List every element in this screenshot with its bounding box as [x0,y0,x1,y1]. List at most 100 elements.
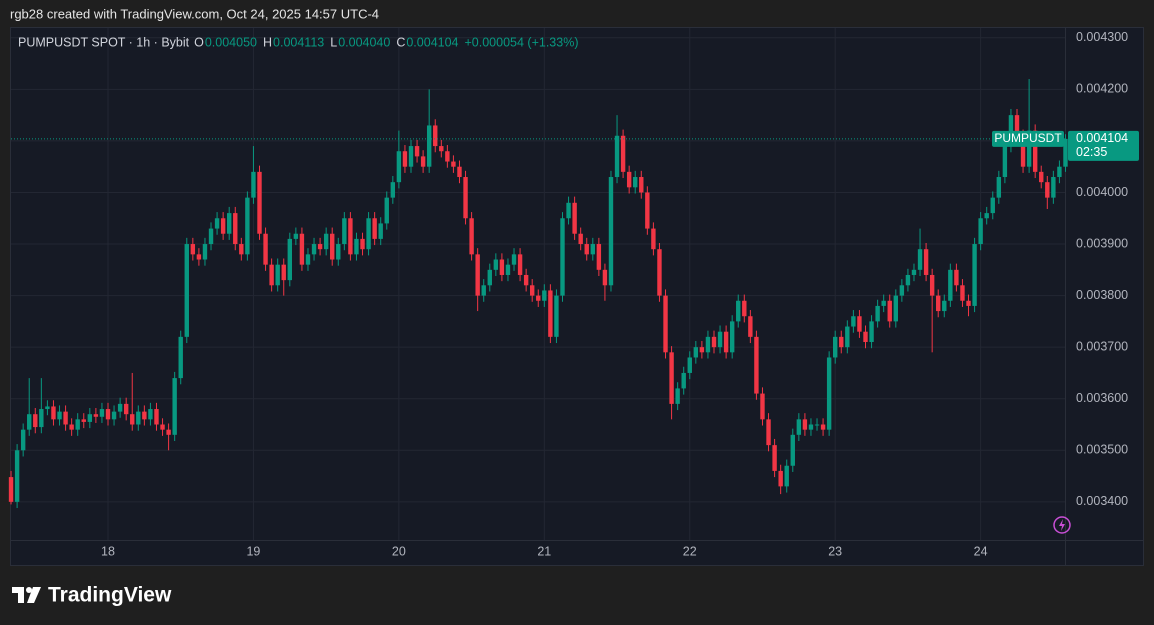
candle-body [190,244,196,255]
candle-body [772,445,777,471]
candle-body [584,244,589,255]
candle-body [257,171,262,234]
candle-body [214,218,220,229]
candle-body [178,336,183,379]
candle-body [554,295,559,337]
candle-body [505,264,511,275]
price-tag: 0.004104 [1076,131,1128,145]
candle-body [154,409,159,425]
candle-body [493,259,499,270]
candle-body [620,135,626,172]
candle-body [99,409,105,417]
candle-body [348,218,353,255]
candle-body [311,244,317,255]
y-tick-label: 0.004200 [1076,82,1128,96]
candle-body [330,233,335,260]
y-tick-label: 0.003600 [1076,391,1128,405]
candle-body [227,213,232,234]
candle-body [990,197,995,214]
candle-body [336,244,341,260]
candle-body [802,419,808,430]
candle-body [33,414,38,428]
candle-body [839,336,844,348]
price-tag-bg [1068,130,1139,161]
candle-body [93,414,99,417]
candle-body [542,290,547,301]
candle-body [384,197,389,224]
candle-body [960,285,965,301]
candle-body [869,321,874,343]
legend-key: L [330,35,337,49]
candle-body [754,336,759,394]
candle-body [1014,115,1020,136]
candle-body [820,424,826,430]
x-tick-label: 23 [828,544,842,558]
candle-body [457,166,462,178]
candle-body [142,411,147,420]
candle-body [305,254,311,265]
price-countdown: 02:35 [1076,145,1107,159]
candle-body [123,403,129,415]
candle-body [275,264,280,286]
candle-body [833,336,838,358]
candle-body [578,233,583,245]
candle-body [760,393,765,420]
candle-body [790,434,795,466]
candle-body [233,213,238,245]
candle-body [14,450,20,502]
alert-bolt [1059,519,1065,531]
candle-body [536,295,541,301]
candle-body [396,151,402,183]
candle-body [402,151,408,167]
candle-body [887,300,892,322]
chart-pane [10,27,1144,566]
legend-value: 0.004113 [273,35,324,49]
candle-body [1020,135,1026,167]
candle-body [81,419,86,422]
candle-body [851,316,856,327]
candle-body [293,233,299,239]
x-tick-label: 19 [246,544,260,558]
candle-body [1063,138,1068,167]
candle-body [936,295,941,312]
candle-body [366,218,371,250]
candle-body [87,414,93,422]
candle-body [111,411,117,420]
candle-body [184,244,189,337]
candle-body [972,244,977,306]
candle-body [463,177,468,219]
symbol-tag: PUMPUSDT [994,131,1062,145]
candle-body [905,274,911,286]
candle-body [863,331,868,343]
candle-body [602,269,608,286]
candle-body [8,477,14,502]
brand-logo: TradingView [12,584,172,607]
candle-body [469,218,474,255]
candle-body [560,218,565,296]
candle-body [105,409,111,420]
legend-value: 0.004050 [205,35,257,49]
candle-body [202,244,208,260]
candle-body [893,295,898,322]
candle-body [51,406,56,420]
candle-body [1039,171,1044,183]
candle-body [711,336,717,348]
candle-body [426,125,432,167]
candle-body [917,249,923,270]
candle-body [323,233,329,250]
candle-body [263,233,268,265]
candle-body [778,470,783,487]
candle-body [75,419,80,430]
candle-body [172,378,177,435]
y-tick-label: 0.003400 [1076,494,1128,508]
candle-body [148,409,153,420]
candle-body [954,269,959,286]
y-tick-label: 0.003900 [1076,236,1128,250]
candle-body [208,228,214,245]
candle-body [1045,182,1050,198]
candle-body [911,269,917,275]
legend-value: 0.004104 [406,35,458,49]
y-tick-label: 0.004300 [1076,30,1128,44]
candle-body [130,414,135,425]
